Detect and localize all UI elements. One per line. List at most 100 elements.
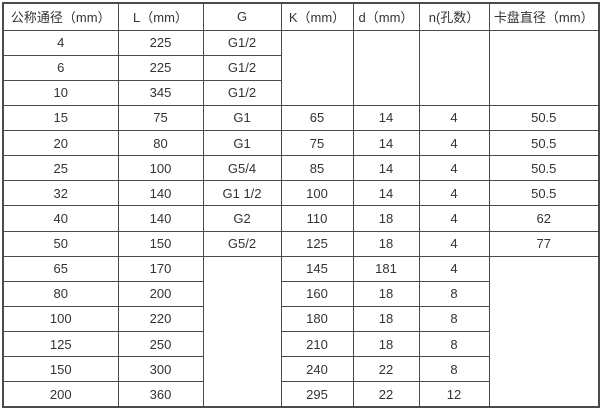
- table-cell: 80: [2, 280, 119, 307]
- table-cell: 150: [2, 356, 119, 383]
- table-cell: 4: [2, 29, 119, 56]
- table-cell: 85: [280, 155, 354, 182]
- table-cell: 220: [117, 305, 204, 333]
- table-cell: 4: [418, 155, 490, 182]
- table-cell: G1/2: [202, 29, 282, 56]
- table-cell: 360: [117, 381, 204, 408]
- header-cell: n(孔数）: [418, 2, 490, 31]
- header-cell: 卡盘直径（mm）: [488, 2, 600, 31]
- table-cell: 140: [117, 205, 204, 232]
- table-cell: 295: [280, 381, 354, 408]
- table-cell: 345: [117, 79, 204, 106]
- table-cell: 75: [280, 129, 354, 157]
- table-cell: 50.5: [488, 129, 600, 157]
- table-cell: 160: [280, 280, 354, 307]
- table-body: 4 225 G1/2 6 225 G1/2 10 345 G1/2 15 75 G1 65 14 4 50.5…: [2, 29, 600, 408]
- table-cell: 200: [2, 381, 119, 408]
- header-cell: L（mm）: [117, 2, 204, 31]
- table-row: 40 140 G2 110 18 4 62: [2, 205, 600, 232]
- table-cell: 300: [117, 356, 204, 383]
- table-row: 200 360 295 22 12: [2, 381, 599, 408]
- table-cell: 12: [418, 381, 490, 408]
- header-cell: 公称通径（mm）: [2, 2, 119, 31]
- table-cell: 100: [280, 180, 354, 207]
- table-cell: 8: [418, 330, 490, 358]
- table-cell: 140: [117, 180, 204, 207]
- table-cell: 18: [352, 280, 420, 307]
- table-cell: 8: [418, 280, 490, 307]
- table-cell: G1: [202, 129, 282, 157]
- header-cell: G: [202, 2, 282, 31]
- table-cell: 4: [418, 180, 490, 207]
- table-cell: 145: [280, 255, 354, 282]
- table-cell: G1/2: [202, 79, 282, 106]
- table-cell: 18: [352, 305, 420, 333]
- table-cell: 20: [2, 129, 119, 157]
- table-cell: [488, 29, 600, 106]
- table-cell: 14: [352, 104, 420, 132]
- table-cell: 6: [2, 54, 119, 81]
- table-cell: 200: [117, 280, 204, 307]
- table-cell: [418, 29, 490, 106]
- table-cell: 8: [418, 305, 490, 333]
- table-cell: 8: [418, 356, 490, 383]
- table-cell: 40: [2, 205, 119, 232]
- table-cell: 22: [352, 356, 420, 383]
- table-row: 32 140 G1 1/2 100 14 4 50.5: [2, 180, 600, 207]
- table-row: 125 250 210 18 8: [2, 330, 599, 358]
- table-cell: 62: [488, 205, 600, 232]
- table-cell: 18: [352, 330, 420, 358]
- table-cell: 77: [488, 230, 600, 257]
- table-cell: 14: [352, 155, 420, 182]
- table-cell: 225: [117, 54, 204, 81]
- table-cell: G1/2: [202, 54, 282, 81]
- header-cell: K（mm）: [280, 2, 354, 31]
- table-cell: 10: [2, 79, 119, 106]
- table-cell: 18: [352, 230, 420, 257]
- table-cell: G2: [202, 205, 282, 232]
- table-cell: 65: [280, 104, 354, 132]
- table-cell: 18: [352, 205, 420, 232]
- table-row: 15 75 G1 65 14 4 50.5: [2, 104, 600, 132]
- table-row: 65 170 145 181 4: [2, 255, 600, 408]
- table-cell: 15: [2, 104, 119, 132]
- table-cell: 100: [2, 305, 119, 333]
- table-row: 50 150 G5/2 125 18 4 77: [2, 230, 600, 257]
- table-cell: 210: [280, 330, 354, 358]
- header-row: 公称通径（mm） L（mm） G K（mm） d（mm） n(孔数） 卡盘直径（mm）: [2, 2, 600, 31]
- table-cell: 50.5: [488, 180, 600, 207]
- table-cell: 14: [352, 129, 420, 157]
- table-cell: 25: [2, 155, 119, 182]
- table-cell: [280, 29, 354, 106]
- table-cell: 181: [352, 255, 420, 282]
- table-cell: 250: [117, 330, 204, 358]
- table-cell: G5/4: [202, 155, 282, 182]
- table-cell: 110: [280, 205, 354, 232]
- table-row: 150 300 240 22 8: [2, 356, 599, 383]
- table-cell: G1 1/2: [202, 180, 282, 207]
- table-row: 6 225 G1/2: [2, 54, 599, 81]
- table-cell: 125: [2, 330, 119, 358]
- table-cell: 50.5: [488, 104, 600, 132]
- table-cell: 125: [280, 230, 354, 257]
- table-row: 4 225 G1/2: [2, 29, 600, 106]
- table-cell: 225: [117, 29, 204, 56]
- table-cell: 50: [2, 230, 119, 257]
- table-cell: 4: [418, 129, 490, 157]
- table-cell: 170: [117, 255, 204, 282]
- table-cell: 4: [418, 255, 490, 282]
- table-cell: 240: [280, 356, 354, 383]
- table-cell: 65: [2, 255, 119, 282]
- table-cell: 80: [117, 129, 204, 157]
- table-cell: [202, 255, 282, 408]
- table-cell: 180: [280, 305, 354, 333]
- table-cell: 4: [418, 104, 490, 132]
- table-cell: [352, 29, 420, 106]
- table-row: 25 100 G5/4 85 14 4 50.5: [2, 155, 600, 182]
- table-cell: 22: [352, 381, 420, 408]
- table-cell: 100: [117, 155, 204, 182]
- table-cell: G5/2: [202, 230, 282, 257]
- table-cell: 4: [418, 205, 490, 232]
- table-cell: 50.5: [488, 155, 600, 182]
